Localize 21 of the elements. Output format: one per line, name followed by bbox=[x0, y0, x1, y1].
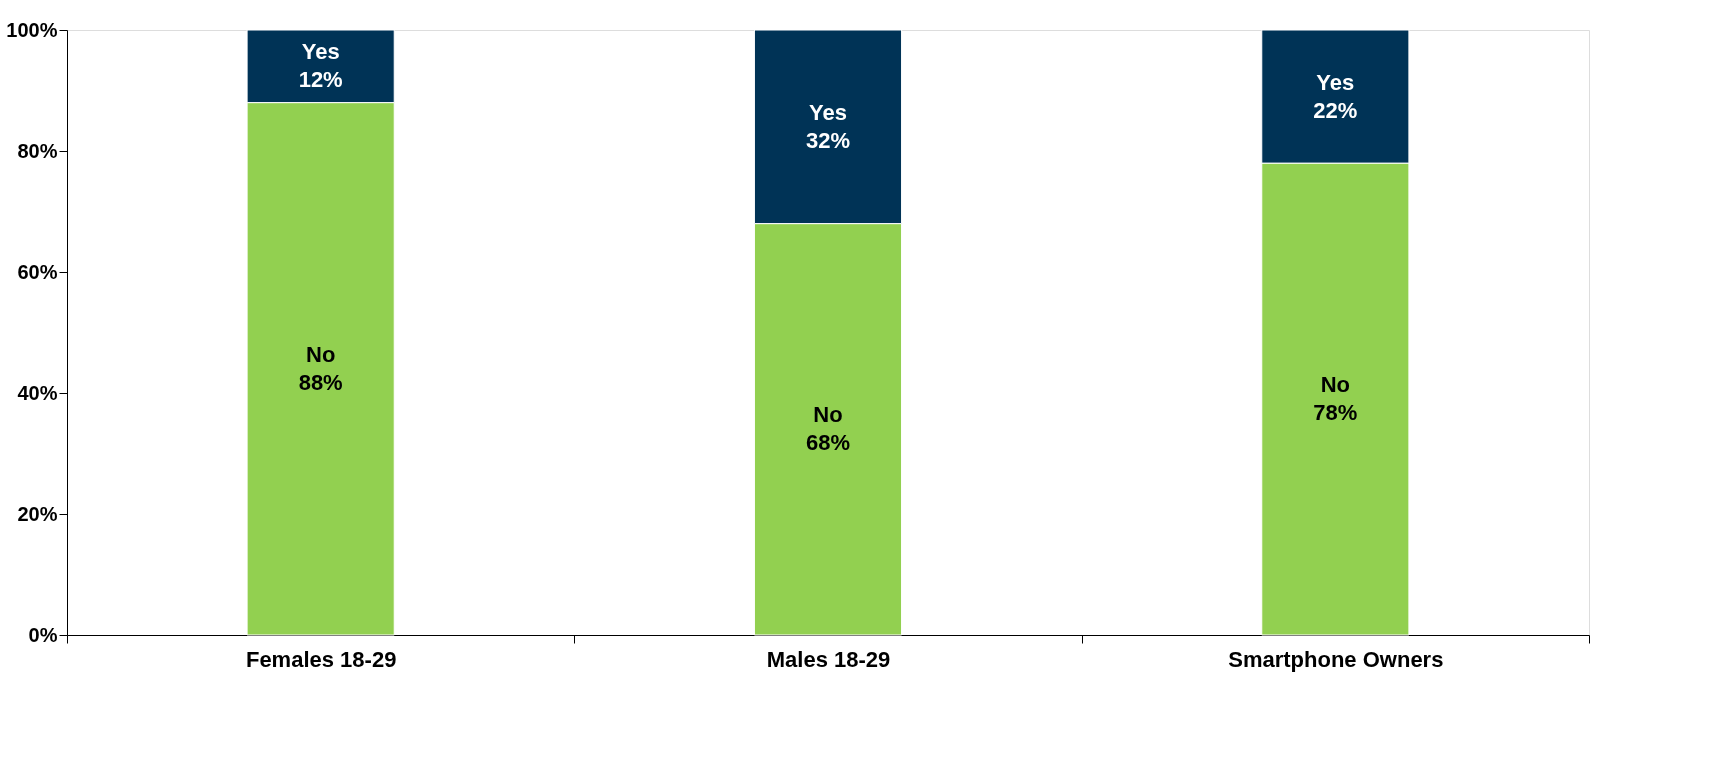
data-label: 78% bbox=[1313, 400, 1358, 426]
data-label: 22% bbox=[1313, 97, 1358, 123]
y-tick-label: 80% bbox=[17, 139, 58, 162]
x-tick-label: Females 18-29 bbox=[245, 646, 397, 672]
data-label: 88% bbox=[298, 369, 343, 395]
series-label: Yes bbox=[301, 39, 340, 65]
y-tick-label: 60% bbox=[17, 260, 58, 283]
data-label: 32% bbox=[805, 127, 851, 153]
y-tick-label: 0% bbox=[28, 623, 58, 646]
data-label: 68% bbox=[805, 430, 851, 456]
y-tick-label: 100% bbox=[6, 18, 58, 41]
y-tick-label: 20% bbox=[17, 502, 58, 525]
text: Yes bbox=[1316, 69, 1355, 95]
text: Yes bbox=[809, 99, 847, 125]
series-label: No bbox=[813, 402, 843, 428]
text: No bbox=[306, 341, 336, 367]
x-tick-label: Smartphone Owners bbox=[1228, 646, 1444, 672]
text: No bbox=[1320, 372, 1350, 398]
y-tick-label: 40% bbox=[17, 381, 58, 404]
data-label: 12% bbox=[298, 67, 343, 93]
x-tick-label: Males 18-29 bbox=[766, 646, 891, 672]
